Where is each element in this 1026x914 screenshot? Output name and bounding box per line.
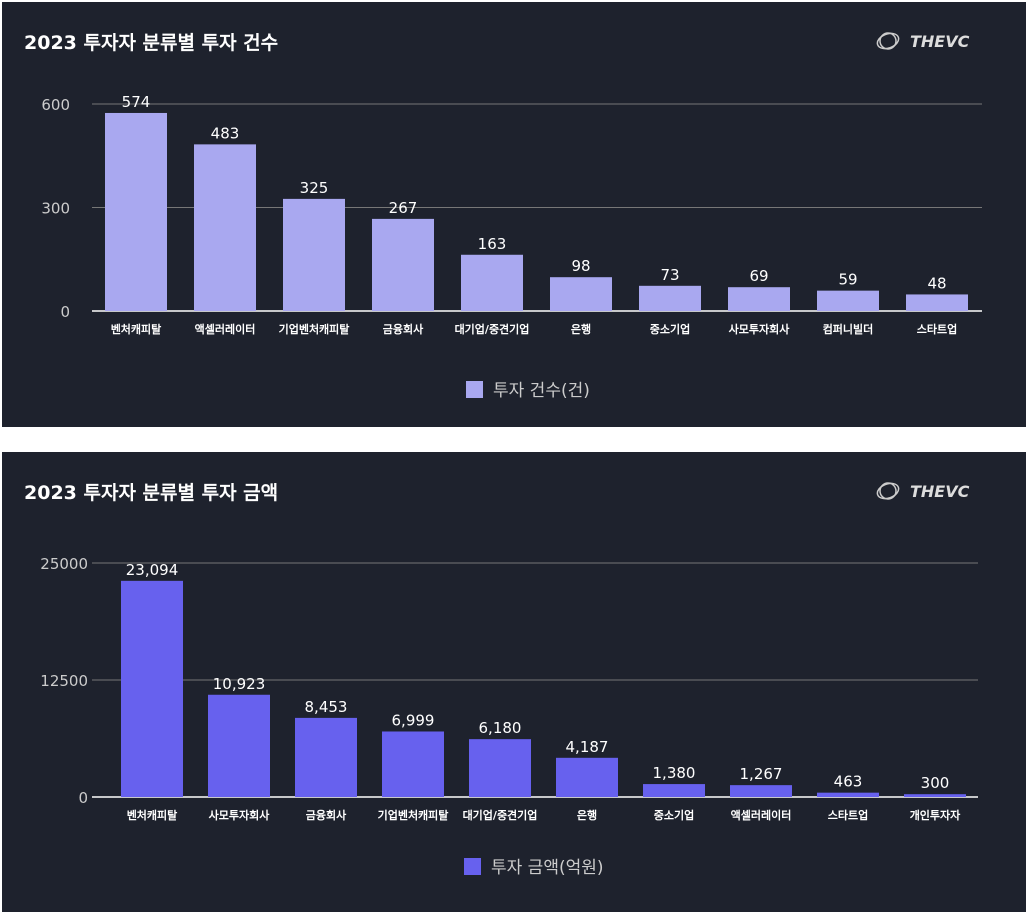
bar — [461, 254, 523, 311]
x-tick-label: 벤처캐피탈 — [127, 808, 178, 822]
data-label: 48 — [927, 274, 946, 292]
thevc-logo: THEVC — [876, 482, 970, 501]
data-label: 300 — [921, 774, 950, 792]
bar — [906, 294, 968, 311]
data-label: 483 — [211, 124, 240, 142]
x-tick-label: 스타트업 — [828, 808, 868, 822]
y-tick-label: 300 — [41, 200, 70, 218]
data-label: 8,453 — [305, 698, 348, 716]
data-label: 73 — [660, 266, 679, 284]
y-tick-label: 12500 — [40, 672, 88, 690]
bar — [817, 792, 879, 797]
x-tick-label: 기업벤처캐피탈 — [378, 808, 449, 822]
x-tick-label: 중소기업 — [650, 322, 690, 336]
chart-panel-amount: 2023 투자자 분류별 투자 금액 THEVC 0 12500 25000 23,0… — [2, 452, 1026, 912]
y-tick-label: 600 — [41, 96, 70, 114]
svg-text:THEVC: THEVC — [910, 32, 970, 51]
x-tick-label: 개인투자자 — [910, 808, 961, 822]
legend-label: 투자 건수(건) — [493, 381, 590, 401]
x-tick-label: 사모투자회사 — [209, 808, 271, 822]
bar — [105, 112, 167, 311]
bar-chart-amount: 0 12500 25000 23,094 벤처캐피탈 10,923 사모투자회사 8,453 금… — [40, 555, 978, 878]
x-tick-label: 스타트업 — [917, 322, 957, 336]
data-label: 1,267 — [740, 765, 783, 783]
data-label: 325 — [300, 179, 329, 197]
data-label: 59 — [838, 271, 857, 289]
bar — [194, 144, 256, 311]
bar — [728, 287, 790, 311]
data-label: 463 — [834, 773, 863, 791]
x-tick-label: 액셀러레이터 — [731, 808, 792, 822]
x-tick-label: 벤처캐피탈 — [111, 322, 162, 336]
bar — [208, 694, 270, 797]
y-tick-label: 0 — [78, 789, 88, 807]
data-label: 98 — [571, 257, 590, 275]
bar — [469, 739, 531, 797]
data-label: 4,187 — [566, 738, 609, 756]
y-tick-label: 25000 — [40, 555, 88, 573]
data-label: 23,094 — [126, 561, 179, 579]
data-label: 1,380 — [653, 764, 696, 782]
legend-swatch — [464, 858, 481, 875]
bar-chart-count: 0 300 600 574 벤처캐피탈 483 액셀러레이터 325 기업벤처캐피탈 267 금융회… — [41, 93, 982, 401]
chart-title: 2023 투자자 분류별 투자 건수 — [24, 32, 279, 54]
svg-text:THEVC: THEVC — [910, 482, 970, 501]
bar — [904, 794, 966, 797]
data-label: 69 — [749, 267, 768, 285]
x-tick-label: 컴퍼니빌더 — [823, 322, 874, 336]
legend-swatch — [466, 381, 483, 398]
bar — [295, 717, 357, 797]
bar — [283, 198, 345, 311]
data-label: 6,999 — [392, 711, 435, 729]
y-tick-label: 0 — [60, 303, 70, 321]
chart-panel-count: 2023 투자자 분류별 투자 건수 THEVC 0 300 600 574 벤처캐피탈… — [2, 2, 1026, 427]
legend-label: 투자 금액(억원) — [491, 858, 604, 878]
bar — [639, 285, 701, 311]
data-label: 574 — [122, 93, 151, 111]
x-tick-label: 사모투자회사 — [729, 322, 791, 336]
bar — [643, 784, 705, 797]
data-label: 267 — [389, 199, 418, 217]
bar — [550, 277, 612, 311]
thevc-logo: THEVC — [876, 32, 970, 51]
bar — [556, 757, 618, 797]
data-label: 163 — [478, 235, 507, 253]
x-tick-label: 금융회사 — [383, 322, 424, 336]
x-tick-label: 대기업/중견기업 — [455, 322, 530, 336]
x-tick-label: 대기업/중견기업 — [463, 808, 538, 822]
x-tick-label: 기업벤처캐피탈 — [279, 322, 350, 336]
x-tick-label: 은행 — [571, 322, 591, 336]
x-tick-label: 금융회사 — [306, 808, 347, 822]
x-tick-label: 중소기업 — [654, 808, 694, 822]
data-label: 10,923 — [213, 675, 266, 693]
bar — [121, 580, 183, 797]
bar — [372, 218, 434, 311]
data-label: 6,180 — [479, 719, 522, 737]
chart-title: 2023 투자자 분류별 투자 금액 — [24, 482, 279, 504]
bar — [817, 290, 879, 311]
x-tick-label: 액셀러레이터 — [195, 322, 256, 336]
x-tick-label: 은행 — [577, 808, 597, 822]
bar — [382, 731, 444, 797]
bar — [730, 785, 792, 797]
